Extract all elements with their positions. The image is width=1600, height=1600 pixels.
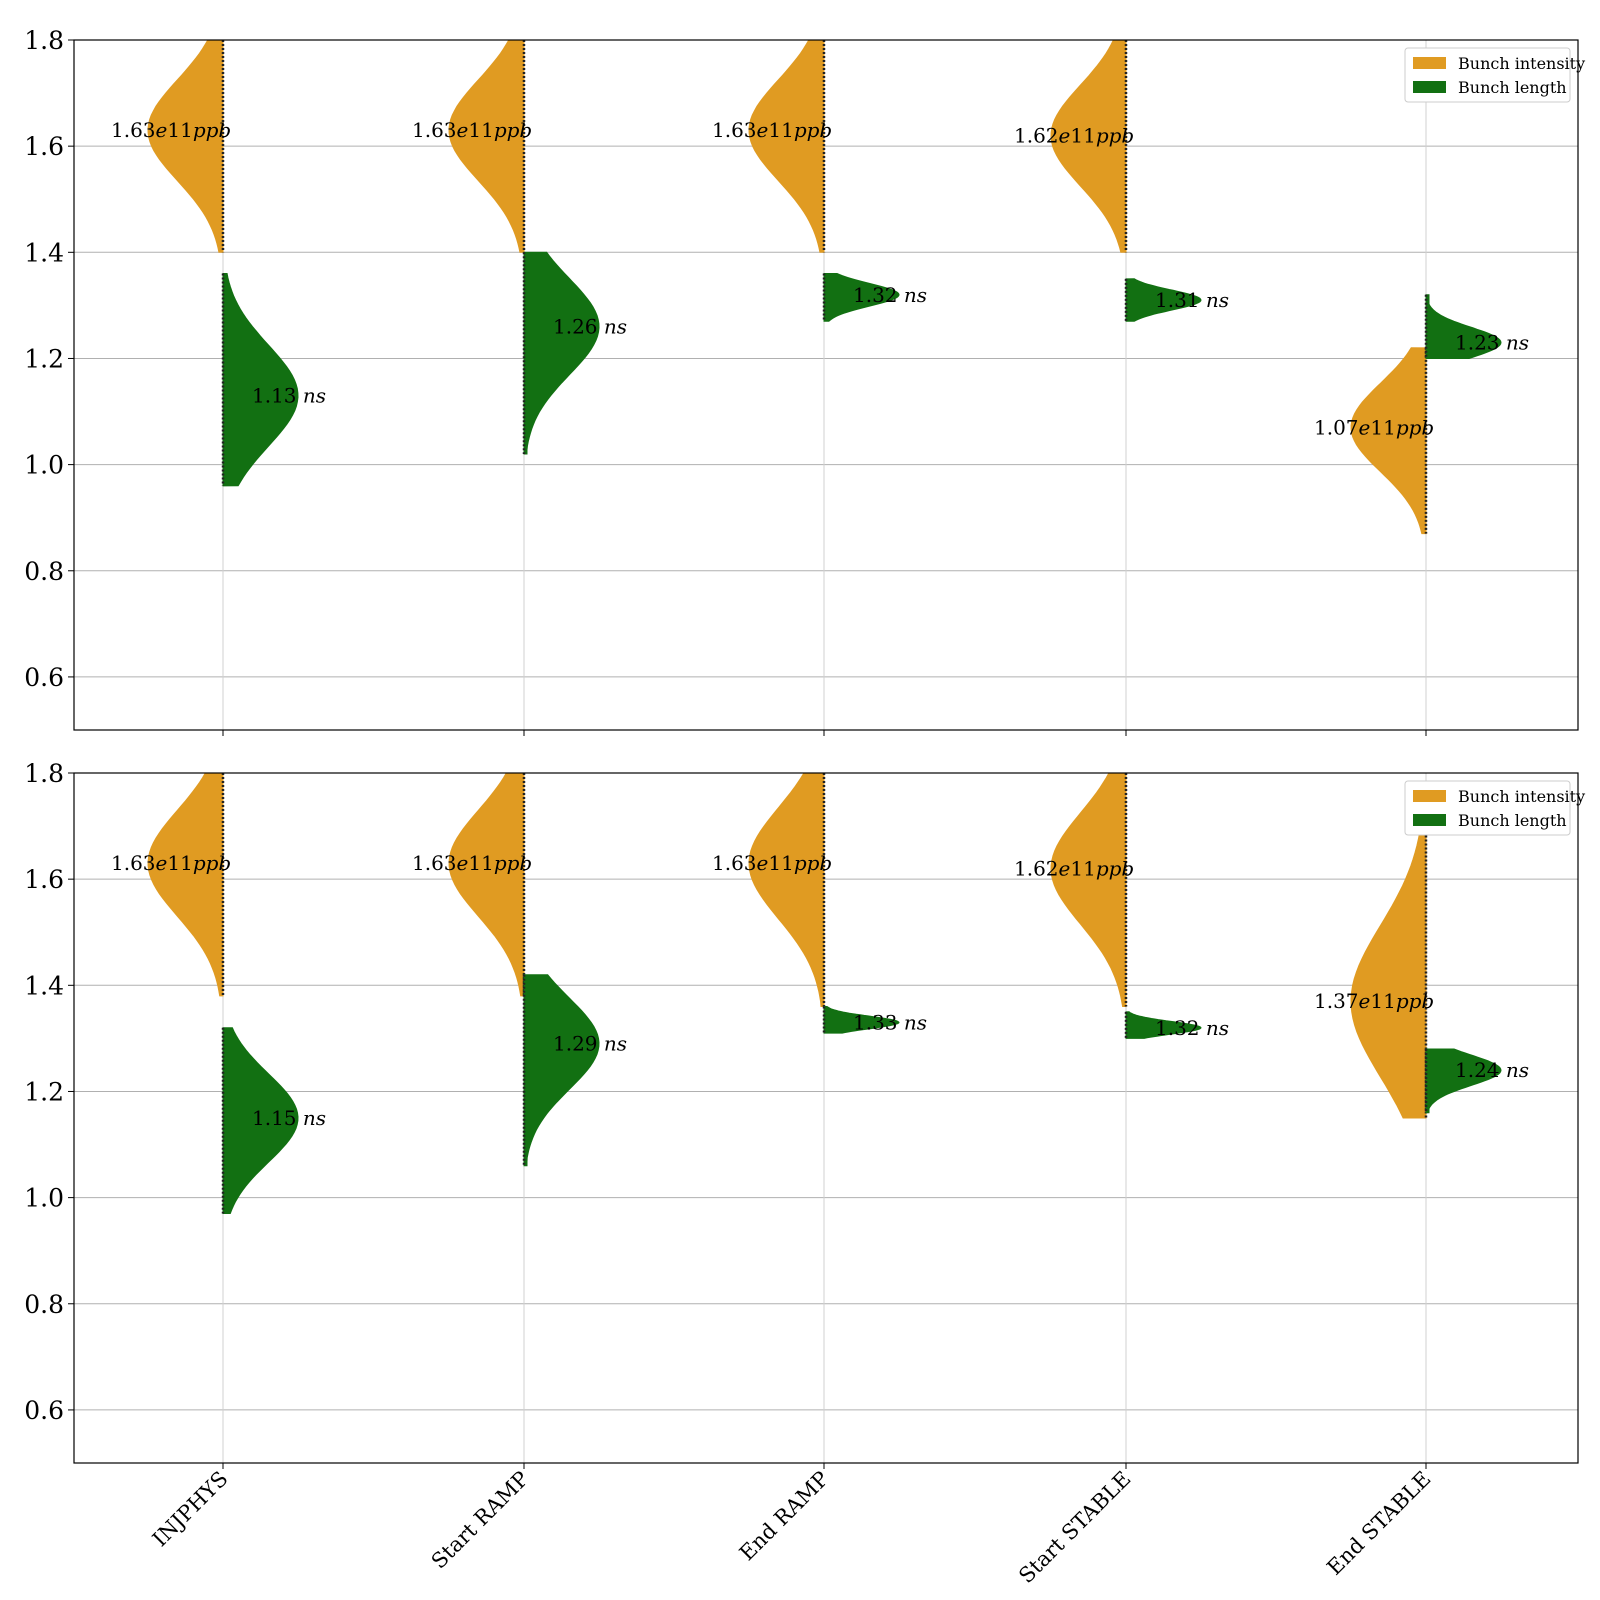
- bunch-length-annotation: 1.23 ns: [1455, 331, 1529, 355]
- y-tick-label: 1.0: [24, 1184, 64, 1213]
- y-tick-label: 1.6: [24, 865, 64, 894]
- x-category-label: Start RAMP: [427, 1467, 534, 1574]
- axes-frame: [73, 772, 1579, 1464]
- bunch-length-violin: [523, 251, 600, 455]
- x-category-label: INJPHYS: [148, 1467, 233, 1552]
- legend-swatch-bunch-intensity: [1413, 57, 1446, 69]
- bunch-length-annotation: 1.13 ns: [252, 384, 326, 408]
- y-tick-label: 1.0: [24, 451, 64, 480]
- y-tick-label: 0.8: [24, 557, 64, 586]
- bunch-intensity-annotation: 1.63e11ppb: [412, 118, 532, 142]
- x-category-label: Start STABLE: [1014, 1467, 1135, 1588]
- legend-label-bunch-intensity: Bunch intensity: [1458, 54, 1585, 73]
- legend-label-bunch-length: Bunch length: [1458, 811, 1567, 830]
- bunch-intensity-violin: [448, 40, 525, 253]
- x-category-label: End STABLE: [1322, 1467, 1435, 1580]
- bunch-intensity-violin: [748, 40, 825, 253]
- y-tick-label: 1.6: [24, 132, 64, 161]
- bunch-length-annotation: 1.32 ns: [1155, 1016, 1229, 1040]
- bunch-intensity-violin: [1350, 347, 1427, 535]
- bunch-length-annotation: 1.26 ns: [553, 315, 627, 339]
- y-tick-label: 1.2: [24, 344, 64, 373]
- legend-swatch-bunch-length: [1413, 81, 1446, 93]
- bunch-length-violin: [222, 272, 299, 487]
- bunch-intensity-annotation: 1.63e11ppb: [111, 851, 231, 875]
- y-tick-label: 0.6: [24, 1396, 64, 1425]
- chart-panel-top: 0.6 0.8 1.0 1.2 1.4 1.6 1.8 1.63e11ppb 1.63e11pp…: [24, 26, 1585, 736]
- bunch-length-annotation: 1.33 ns: [853, 1010, 927, 1034]
- bunch-length-violin: [1125, 278, 1202, 322]
- violins: [147, 773, 1502, 1463]
- chart-panel-bottom: 0.6 0.8 1.0 1.2 1.4 1.6 1.8 1.63e11ppb 1.63e11pp…: [24, 759, 1585, 1469]
- bunch-length-violin: [1425, 294, 1502, 360]
- bunch-intensity-annotation: 1.62e11ppb: [1014, 857, 1134, 881]
- bunch-length-violin: [823, 1005, 900, 1034]
- legend-swatch-bunch-intensity: [1413, 790, 1446, 802]
- legend-box: [1404, 47, 1571, 103]
- bunch-intensity-annotation: 1.63e11ppb: [412, 851, 532, 875]
- bunch-length-annotation: 1.24 ns: [1455, 1058, 1529, 1082]
- bunch-length-annotation: 1.29 ns: [553, 1032, 627, 1056]
- y-tick-label: 1.2: [24, 1077, 64, 1106]
- bunch-length-violin: [1425, 1048, 1502, 1114]
- bunch-intensity-violin: [748, 773, 825, 1008]
- violins: [147, 40, 1502, 730]
- legend-label-bunch-intensity: Bunch intensity: [1458, 787, 1585, 806]
- bunch-length-violin: [222, 1027, 299, 1215]
- x-category-label: End RAMP: [735, 1467, 834, 1566]
- y-tick-label: 1.4: [24, 971, 64, 1000]
- legend-box: [1404, 780, 1571, 836]
- bunch-intensity-violin: [1050, 773, 1127, 1008]
- bunch-length-annotation: 1.32 ns: [853, 283, 927, 307]
- bunch-length-annotation: 1.31 ns: [1155, 288, 1229, 312]
- x-category-labels: INJPHYS Start RAMP End RAMP Start STABLE End…: [148, 1467, 1436, 1588]
- y-tick-label: 0.8: [24, 1290, 64, 1319]
- legend-label-bunch-length: Bunch length: [1458, 78, 1567, 97]
- bunch-intensity-violin: [147, 773, 224, 997]
- y-tick-label: 1.8: [24, 759, 64, 788]
- axes-frame: [73, 39, 1579, 731]
- bunch-length-violin: [1125, 1011, 1202, 1039]
- bunch-length-violin: [523, 974, 600, 1167]
- bunch-intensity-annotation: 1.62e11ppb: [1014, 124, 1134, 148]
- y-tick-label: 1.4: [24, 238, 64, 267]
- bunch-intensity-violin: [1350, 798, 1427, 1119]
- bunch-intensity-violin: [1050, 40, 1127, 253]
- bunch-intensity-annotation: 1.37e11ppb: [1314, 989, 1434, 1013]
- bunch-intensity-annotation: 1.63e11ppb: [712, 851, 832, 875]
- legend-swatch-bunch-length: [1413, 814, 1446, 826]
- bunch-intensity-violin: [448, 773, 525, 997]
- bunch-intensity-annotation: 1.63e11ppb: [111, 118, 231, 142]
- bunch-intensity-violin: [147, 40, 224, 253]
- bunch-intensity-annotation: 1.63e11ppb: [712, 118, 832, 142]
- bunch-length-violin: [823, 272, 900, 322]
- y-tick-label: 0.6: [24, 663, 64, 692]
- y-tick-label: 1.8: [24, 26, 64, 55]
- bunch-intensity-annotation: 1.07e11ppb: [1314, 415, 1434, 439]
- bunch-length-annotation: 1.15 ns: [252, 1106, 326, 1130]
